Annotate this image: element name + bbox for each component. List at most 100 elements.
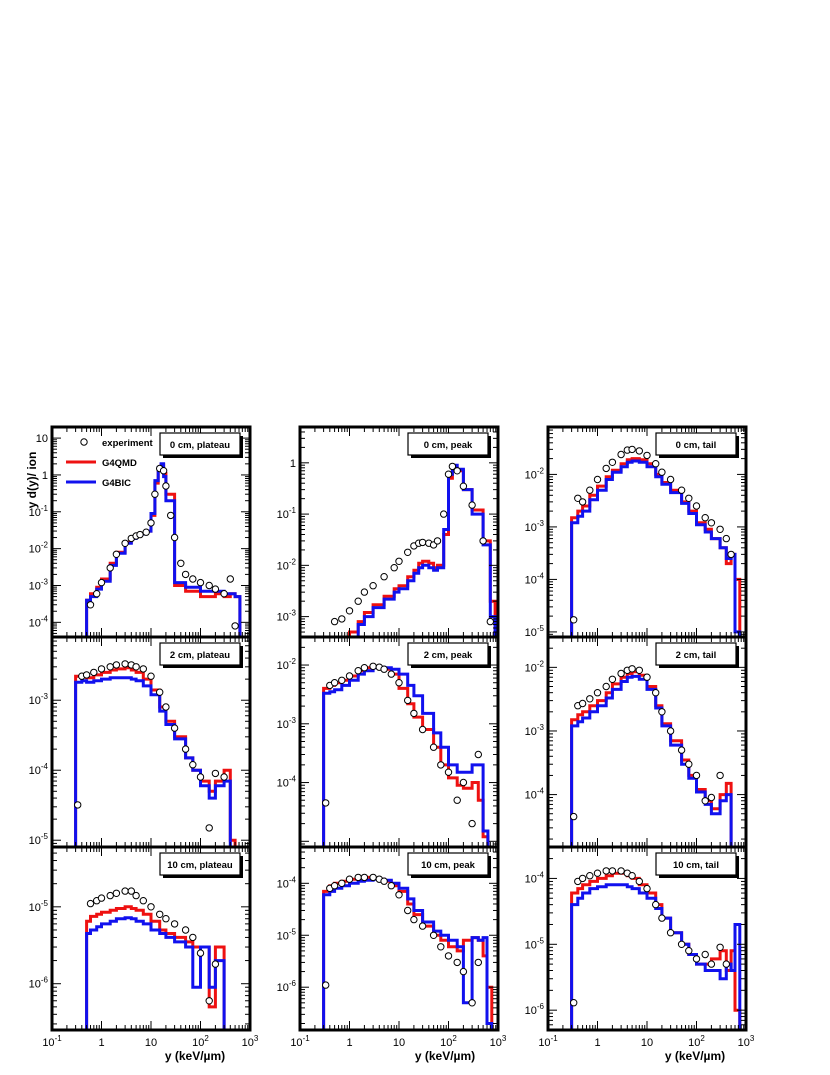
experiment-point [685,947,693,955]
experiment-point [147,519,155,527]
experiment-point [707,960,716,968]
panel-label: 2 cm, tail [676,650,717,661]
series-g4bic-line [74,676,236,847]
legend-experiment-label: experiment [102,438,154,449]
y-tick-label: 10-2 [277,657,297,672]
experiment-point [685,760,693,768]
y-tick-label: 10-2 [277,557,297,572]
y-tick-label: 10-3 [277,716,297,731]
x-axis-title-col1: y (keV/µm) [165,1049,225,1063]
experiment-point [170,920,179,928]
experiment-point [181,926,190,934]
experiment-point [330,617,339,626]
panel-frame [50,845,252,1032]
legend: experiment G4QMD G4BIC [66,438,154,489]
experiment-point [121,660,129,668]
experiment-point [404,696,412,705]
experiment-point [658,708,666,716]
experiment-point [162,703,170,711]
experiment-point [444,952,453,960]
panel-2-cm-plateau: 10-5 10-4 10-3 2 cm, plateau [29,635,252,849]
experiment-point [652,460,660,468]
experiment-point [586,486,594,494]
y-tick-label: 10-5 [277,927,297,942]
experiment-point [677,486,686,494]
experiment-point [189,933,197,942]
experiment-point [322,799,330,807]
experiment-point [570,812,578,821]
experiment-point [395,891,403,899]
panel-label: 2 cm, plateau [170,650,230,661]
experiment-point [354,597,362,605]
experiment-point [444,470,453,478]
plot-area [85,887,231,1030]
experiment-point [570,616,578,624]
y-tick-label: 10-3 [29,577,49,592]
experiment-point [608,458,617,466]
series-g4bic-line [322,877,494,1030]
panel-10-cm-tail: 10-6 10-5 10-4 10 cm, tail [525,845,748,1032]
experiment-point [635,666,643,674]
y-tick-label: 10-4 [29,614,49,629]
experiment-point [106,663,114,671]
panel-label-box [655,852,737,876]
experiment-point [211,585,220,593]
experiment-point [106,891,114,900]
experiment-point [139,665,148,673]
experiment-point [707,793,716,802]
y-tick-label: 10-4 [277,775,297,790]
panel-label-box [407,432,489,456]
x-tick-label: 10-1 [42,1034,62,1049]
experiment-point [156,688,164,696]
x-tick-label: 10 [145,1037,157,1049]
experiment-point [151,490,159,498]
panel-label: 10 cm, tail [673,860,719,871]
experiment-point [593,689,602,697]
series-g4bic-line [570,459,742,637]
experiment-point [677,940,686,948]
experiment-point [716,525,724,533]
experiment-point [369,582,377,590]
y-tick-label: 10-4 [525,870,545,885]
y-axis-title: y d(y)/ ion [25,452,39,509]
experiment-point [211,769,220,778]
experiment-point [395,679,403,687]
y-tick-label: 10-3 [277,609,297,624]
experiment-point [593,475,602,484]
experiment-point [338,676,346,684]
experiment-point [643,451,651,460]
y-tick-label: 10-1 [277,506,297,521]
experiment-point [112,661,121,669]
x-tick-label: 10-1 [538,1034,558,1049]
experiment-point [170,724,179,732]
panel-2-cm-tail: 10-4 10-3 10-2 2 cm, tail [525,635,748,849]
experiment-point [338,615,346,623]
panels-group: 10-4 10-3 10-2 10-1 1 10 0 cm, plateau 10-3 10-2… [29,425,748,1032]
experiment-point [658,914,666,922]
experiment-point [387,670,395,678]
x-tick-label: 10 [641,1037,653,1049]
experiment-point [602,464,610,473]
panel-frame [298,425,500,639]
series-g4bic-line [570,883,742,1030]
series-g4qmd-line [85,463,242,637]
experiment-point [127,887,136,895]
experiment-point [707,519,716,527]
y-tick-label: 10-4 [525,787,545,802]
experiment-point [628,665,636,673]
y-tick-label: 10-4 [525,571,545,586]
experiment-point [685,494,693,502]
x-tick-label: 102 [192,1034,209,1049]
experiment-point [196,949,205,957]
y-tick-label: 10-5 [525,936,545,951]
plot-area [74,660,237,847]
experiment-point [106,564,114,572]
panel-label-box [655,642,737,666]
y-tick-label: 10-4 [277,875,297,890]
experiment-point [453,958,461,967]
plot-area [322,873,494,1030]
y-tick-label: 10-5 [525,624,545,639]
plot-area [85,462,242,637]
y-tick-label: 10-5 [29,899,49,914]
